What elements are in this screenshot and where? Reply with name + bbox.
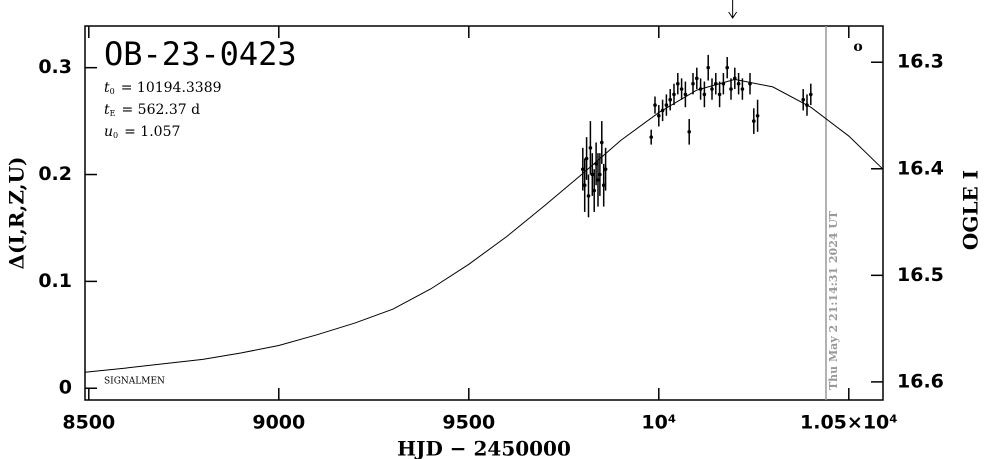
param-symbol: t bbox=[104, 102, 110, 118]
model-curve bbox=[84, 78, 884, 373]
x-tick-label: 9000 bbox=[252, 412, 305, 434]
data-point bbox=[657, 113, 661, 118]
y2-tick-label: 16.6 bbox=[897, 370, 944, 392]
data-point bbox=[710, 87, 714, 91]
x-tick-label: 9500 bbox=[442, 412, 495, 434]
data-point bbox=[691, 81, 695, 86]
data-point bbox=[590, 172, 595, 177]
data-point bbox=[736, 81, 741, 86]
data-point bbox=[600, 140, 604, 145]
y-axis-label: Δ(I,R,Z,U) bbox=[5, 157, 29, 270]
param-symbol: t bbox=[104, 80, 110, 96]
data-point bbox=[676, 81, 680, 86]
data-point bbox=[752, 119, 756, 123]
data-point bbox=[695, 76, 699, 81]
y2-tick-label: 16.5 bbox=[897, 264, 944, 286]
signature: SIGNALMEN bbox=[104, 377, 165, 387]
data-point bbox=[729, 87, 733, 91]
x-tick-label: 1.05×10⁴ bbox=[800, 412, 898, 434]
y-tick-label: 0.2 bbox=[38, 163, 72, 185]
y-tick-label: 0.3 bbox=[38, 56, 72, 78]
param-value: = 10194.3389 bbox=[121, 80, 222, 96]
plot-frame bbox=[84, 25, 884, 401]
param-symbol: u bbox=[104, 124, 113, 140]
data-point bbox=[601, 183, 606, 188]
y2-tick-label: 16.3 bbox=[897, 51, 944, 73]
param-subscript: E bbox=[110, 109, 116, 118]
data-point bbox=[805, 103, 809, 107]
x-tick-label: 10⁴ bbox=[641, 412, 676, 434]
data-point bbox=[598, 172, 602, 177]
t0-arrow bbox=[728, 0, 738, 19]
data-point bbox=[653, 103, 657, 107]
data-point bbox=[809, 92, 813, 97]
parameter: u0 = 1.057 bbox=[104, 124, 180, 140]
parameter: tE = 562.37 d bbox=[104, 102, 200, 118]
x-tick-label: 8500 bbox=[62, 412, 115, 434]
data-point bbox=[596, 178, 600, 182]
data-point bbox=[755, 113, 760, 118]
data-point bbox=[649, 135, 653, 139]
data-point bbox=[698, 87, 703, 91]
data-point bbox=[687, 129, 691, 134]
data-point bbox=[592, 188, 596, 193]
data-point bbox=[588, 146, 593, 150]
data-point bbox=[672, 92, 676, 97]
data-point bbox=[594, 162, 598, 166]
data-point bbox=[733, 76, 737, 81]
data-point bbox=[581, 167, 585, 171]
data-point bbox=[582, 183, 587, 188]
y-tick-label: 0 bbox=[59, 377, 72, 399]
data-point bbox=[740, 87, 745, 91]
data-point bbox=[748, 81, 752, 86]
data-point bbox=[714, 81, 718, 86]
data-point bbox=[584, 156, 589, 161]
data-point bbox=[725, 65, 729, 70]
now-label: Thu May 2 21:14:31 2024 UT bbox=[827, 210, 840, 390]
data-point bbox=[586, 194, 591, 198]
y2-tick-label: 16.4 bbox=[897, 157, 944, 179]
parameter: t0 = 10194.3389 bbox=[104, 80, 222, 96]
data-point bbox=[702, 92, 707, 97]
data-point bbox=[668, 97, 672, 102]
param-subscript: 0 bbox=[113, 131, 118, 140]
param-value: = 562.37 d bbox=[121, 102, 200, 118]
data-point bbox=[660, 108, 665, 113]
param-value: = 1.057 bbox=[124, 124, 180, 140]
corner-mark: o bbox=[853, 39, 862, 55]
chart-title: OB-23-0423 bbox=[104, 35, 297, 73]
y-tick-label: 0.1 bbox=[38, 270, 72, 292]
data-point bbox=[603, 167, 608, 171]
data-point bbox=[721, 81, 726, 86]
y2-axis-label: OGLE I bbox=[959, 170, 983, 250]
data-point bbox=[706, 65, 710, 70]
data-point bbox=[679, 87, 684, 91]
data-point bbox=[683, 92, 688, 97]
data-point bbox=[717, 92, 722, 97]
data-point bbox=[801, 97, 805, 102]
param-subscript: 0 bbox=[110, 87, 115, 96]
x-axis-label: HJD − 2450000 bbox=[397, 437, 571, 459]
data-point bbox=[664, 103, 669, 107]
